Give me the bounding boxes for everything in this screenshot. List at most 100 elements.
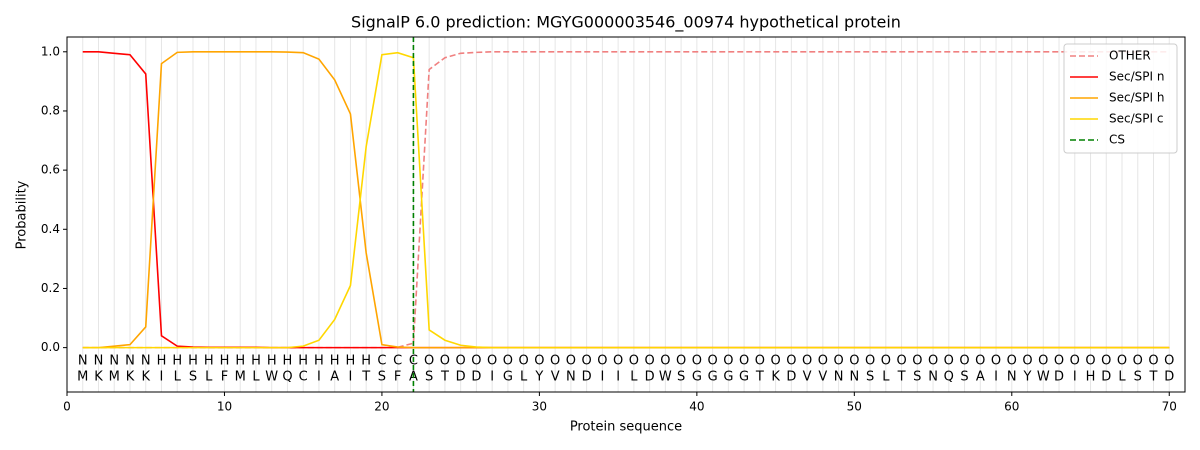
region-label: O: [597, 354, 607, 369]
residue-label: K: [126, 370, 135, 385]
region-label: O: [519, 354, 529, 369]
residue-label: K: [141, 370, 150, 385]
region-label: H: [220, 354, 230, 369]
y-tick-label: 0.6: [41, 163, 60, 177]
x-tick-label: 0: [63, 400, 71, 414]
y-tick-label: 0.0: [41, 340, 60, 354]
residue-label: G: [723, 370, 733, 385]
series-line: [82, 51, 1170, 349]
region-label: O: [424, 354, 434, 369]
residue-label: L: [252, 370, 260, 385]
residue-label: V: [818, 370, 827, 385]
region-label: N: [78, 354, 88, 369]
residue-label: M: [77, 370, 88, 385]
region-label: O: [534, 354, 544, 369]
x-tick-label: 10: [217, 400, 232, 414]
region-label: C: [377, 354, 386, 369]
legend-label: Sec/SPI h: [1109, 91, 1164, 105]
residue-label: L: [205, 370, 213, 385]
residue-label: N: [834, 370, 844, 385]
residue-label: Y: [1023, 370, 1032, 385]
series-line: [82, 50, 1170, 349]
residue-label: I: [616, 370, 620, 385]
residue-label: V: [803, 370, 812, 385]
y-axis-label: Probability: [15, 180, 30, 249]
residue-label: S: [677, 370, 685, 385]
region-label: O: [755, 354, 765, 369]
region-label: O: [1133, 354, 1143, 369]
region-label: H: [235, 354, 245, 369]
residue-label: T: [897, 370, 906, 385]
region-label: O: [770, 354, 780, 369]
residue-label: M: [235, 370, 246, 385]
residue-label: S: [866, 370, 874, 385]
region-label: H: [283, 354, 293, 369]
region-label: H: [346, 354, 356, 369]
region-label: O: [849, 354, 859, 369]
residue-label: M: [109, 370, 120, 385]
legend-label: Sec/SPI c: [1109, 112, 1163, 126]
residue-label: D: [471, 370, 481, 385]
plot-frame: [66, 36, 1186, 393]
y-tick-label: 1.0: [41, 44, 60, 58]
residue-label: S: [960, 370, 968, 385]
residue-label: Q: [944, 370, 954, 385]
y-tick-label: 0.2: [41, 281, 60, 295]
x-axis-label: Protein sequence: [570, 420, 682, 435]
region-label: O: [833, 354, 843, 369]
residue-label: I: [349, 370, 353, 385]
region-label: O: [503, 354, 513, 369]
region-label: O: [1038, 354, 1048, 369]
region-label: O: [692, 354, 702, 369]
region-label: O: [1101, 354, 1111, 369]
residue-label: L: [630, 370, 638, 385]
residue-label: D: [786, 370, 796, 385]
legend-label: Sec/SPI n: [1109, 70, 1164, 84]
region-label: O: [1117, 354, 1127, 369]
region-label: O: [550, 354, 560, 369]
residue-label: K: [771, 370, 780, 385]
residue-label: A: [976, 370, 985, 385]
region-label: O: [991, 354, 1001, 369]
region-label: H: [267, 354, 277, 369]
region-label: O: [786, 354, 796, 369]
region-label: O: [975, 354, 985, 369]
residue-label: I: [1073, 370, 1077, 385]
residue-label: Q: [282, 370, 292, 385]
region-label: O: [959, 354, 969, 369]
residue-label: G: [503, 370, 513, 385]
residue-label: L: [174, 370, 182, 385]
residue-label: L: [520, 370, 528, 385]
region-label: O: [739, 354, 749, 369]
residue-label: S: [913, 370, 921, 385]
region-label: N: [94, 354, 104, 369]
x-tick-label: 30: [532, 400, 547, 414]
region-label: O: [1164, 354, 1174, 369]
residue-label: F: [394, 370, 401, 385]
residue-label: D: [1101, 370, 1111, 385]
region-label: C: [393, 354, 402, 369]
region-label: O: [723, 354, 733, 369]
region-label: O: [566, 354, 576, 369]
residue-label: D: [645, 370, 655, 385]
residue-label: W: [659, 370, 672, 385]
region-label: O: [1007, 354, 1017, 369]
residue-label: I: [317, 370, 321, 385]
residue-label: K: [94, 370, 103, 385]
region-label: H: [298, 354, 308, 369]
region-label: O: [660, 354, 670, 369]
region-label: O: [896, 354, 906, 369]
residue-label: D: [456, 370, 466, 385]
region-label: H: [314, 354, 324, 369]
residue-label: A: [330, 370, 339, 385]
residue-label: T: [1149, 370, 1158, 385]
region-label: O: [440, 354, 450, 369]
residue-label: N: [1007, 370, 1017, 385]
region-label: O: [645, 354, 655, 369]
x-tick-label: 70: [1162, 400, 1177, 414]
x-tick-label: 50: [847, 400, 862, 414]
region-label: N: [109, 354, 119, 369]
region-label: O: [928, 354, 938, 369]
region-label: O: [582, 354, 592, 369]
